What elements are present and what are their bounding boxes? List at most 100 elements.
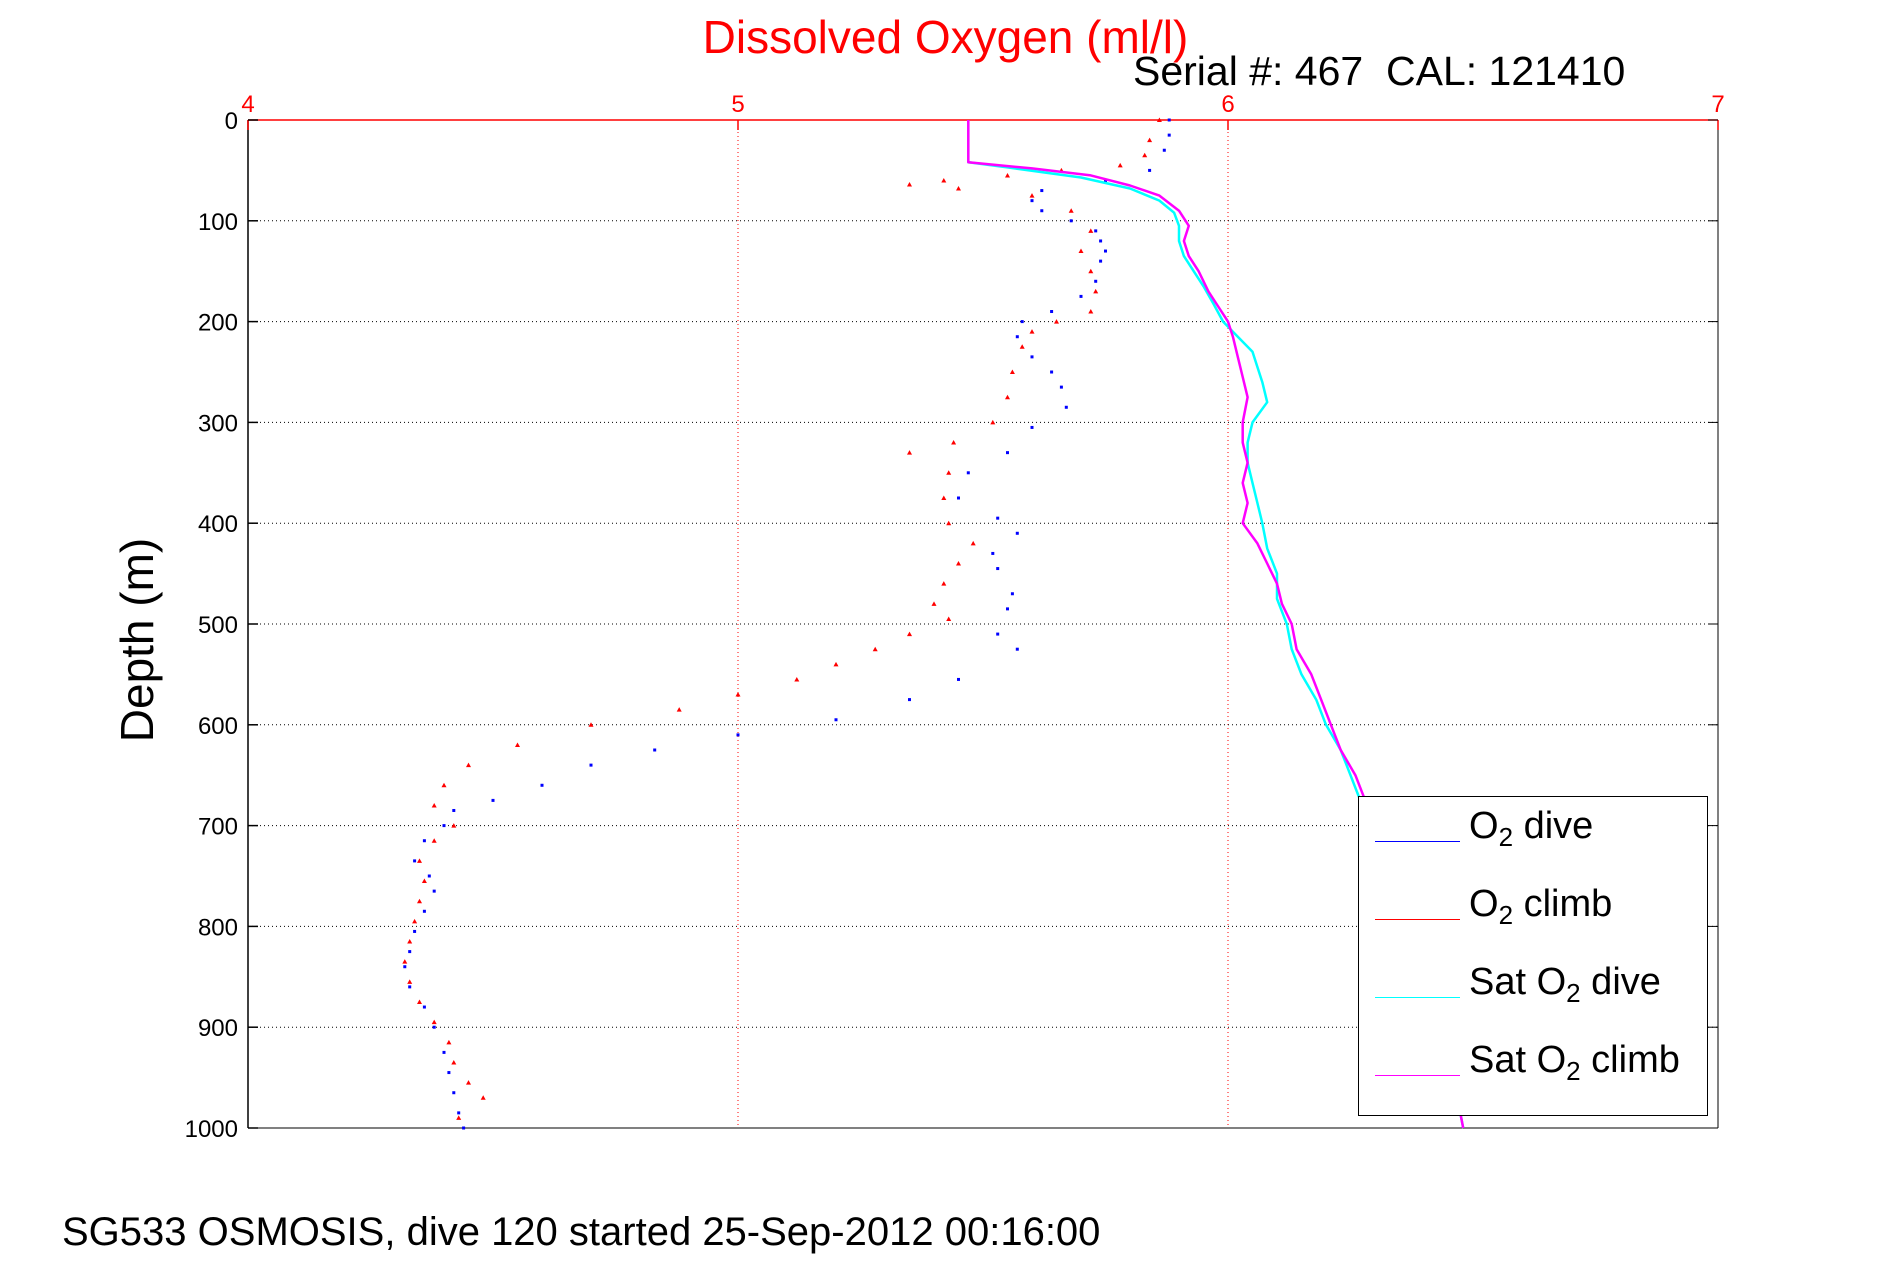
data-point-o2-climb (412, 918, 418, 924)
data-point-o2-climb (1088, 309, 1094, 314)
y-tick-label: 600 (198, 713, 238, 740)
x-tick-label: 5 (731, 91, 744, 118)
data-point-o2-dive (1010, 592, 1014, 596)
y-tick-label: 0 (225, 108, 238, 135)
legend-label-o2-climb: O2 climb (1469, 883, 1613, 930)
data-point-o2-climb (1088, 228, 1094, 233)
y-axis-label: Depth (m) (111, 538, 163, 742)
data-point-o2-climb (833, 661, 839, 667)
data-point-o2-climb (931, 601, 937, 606)
data-point-o2-climb (1005, 172, 1010, 178)
data-point-o2-dive (1099, 239, 1103, 243)
data-point-o2-climb (588, 722, 594, 727)
data-point-o2-dive (1167, 133, 1171, 137)
data-point-o2-dive (991, 551, 995, 555)
data-point-o2-climb (417, 999, 422, 1004)
legend-item-o2-dive: O2 dive (1359, 797, 1707, 857)
data-point-o2-climb (941, 495, 947, 500)
legend-label-o2-dive: O2 dive (1469, 805, 1594, 852)
data-point-o2-climb (1005, 394, 1010, 400)
y-tick-label: 700 (198, 814, 238, 841)
legend-swatch-o2-dive (1375, 841, 1460, 842)
data-point-o2-dive (1015, 531, 1019, 535)
data-point-o2-dive (442, 1050, 446, 1054)
data-point-o2-dive (403, 965, 407, 969)
data-point-o2-dive (1050, 310, 1054, 314)
data-point-o2-climb (951, 440, 957, 445)
data-point-o2-dive (957, 496, 960, 500)
data-point-o2-dive (540, 783, 544, 787)
data-point-o2-climb (1029, 329, 1035, 334)
data-point-o2-dive (408, 985, 412, 989)
data-point-o2-dive (432, 889, 436, 893)
data-point-o2-climb (735, 692, 741, 697)
data-point-o2-climb (1009, 369, 1015, 374)
data-point-o2-dive (1006, 451, 1009, 455)
data-point-o2-dive (1015, 647, 1019, 651)
data-point-o2-climb (1088, 268, 1094, 274)
dive-info-footer: SG533 OSMOSIS, dive 120 started 25-Sep-2… (62, 1210, 1101, 1254)
legend: O2 dive O2 climb Sat O2 dive Sat O2 clim… (1358, 796, 1708, 1116)
data-point-o2-climb (417, 898, 422, 904)
data-point-o2-climb (466, 1080, 471, 1085)
data-point-o2-dive (1104, 178, 1107, 182)
data-point-o2-dive (957, 677, 960, 681)
x-tick-label: 4 (241, 91, 254, 118)
data-point-o2-climb (941, 581, 947, 586)
data-point-o2-climb (407, 939, 413, 944)
data-point-o2-climb (946, 520, 952, 526)
data-point-o2-dive (908, 698, 911, 702)
legend-item-sat-o2-climb: Sat O2 climb (1359, 1031, 1707, 1091)
y-tick-label: 800 (198, 914, 238, 941)
y-tick-label: 900 (198, 1015, 238, 1042)
data-point-o2-climb (1078, 248, 1084, 254)
data-point-o2-climb (421, 878, 427, 884)
data-point-o2-climb (1093, 288, 1099, 294)
data-point-o2-dive (653, 748, 657, 752)
data-point-o2-dive (1069, 219, 1073, 223)
data-point-o2-climb (676, 707, 682, 712)
data-point-o2-climb (407, 979, 413, 984)
data-point-o2-dive (996, 632, 1000, 636)
data-point-o2-dive (1167, 118, 1171, 122)
data-point-o2-dive (1040, 189, 1044, 193)
y-tick-label: 100 (198, 209, 238, 236)
data-point-o2-climb (402, 959, 408, 964)
data-point-o2-climb (956, 186, 961, 191)
data-point-o2-dive (1099, 259, 1103, 263)
data-point-o2-dive (452, 808, 456, 812)
data-point-o2-climb (1117, 162, 1123, 168)
data-point-o2-dive (1040, 209, 1044, 213)
data-point-o2-dive (1162, 148, 1166, 152)
y-tick-label: 500 (198, 612, 238, 639)
data-point-o2-dive (422, 839, 426, 843)
y-tick-label: 400 (198, 511, 238, 538)
data-point-o2-dive (422, 909, 426, 913)
data-point-o2-climb (1068, 208, 1074, 213)
data-point-o2-climb (1156, 117, 1162, 122)
data-point-o2-dive (1020, 320, 1024, 324)
data-point-o2-climb (466, 762, 471, 768)
data-point-o2-dive (452, 1091, 456, 1095)
data-point-o2-climb (946, 470, 952, 475)
data-point-o2-climb (941, 177, 947, 183)
data-point-o2-climb (794, 676, 800, 682)
data-point-o2-dive (1015, 335, 1019, 339)
data-point-o2-climb (431, 802, 437, 808)
data-point-o2-dive (736, 733, 740, 737)
data-point-o2-dive (1030, 425, 1034, 429)
legend-swatch-sat-o2-climb (1375, 1075, 1460, 1076)
data-point-o2-dive (408, 950, 412, 954)
data-point-o2-dive (462, 1126, 466, 1130)
data-point-o2-dive (1030, 355, 1034, 359)
data-point-o2-climb (456, 1115, 462, 1120)
data-point-o2-climb (431, 838, 437, 843)
serial-cal-label: Serial #: 467 CAL: 121410 (1133, 48, 1626, 94)
data-point-o2-dive (491, 798, 495, 802)
y-tick-label: 300 (198, 410, 238, 437)
x-tick-label: 7 (1711, 91, 1724, 118)
data-point-o2-climb (451, 823, 457, 828)
data-point-o2-climb (1054, 319, 1059, 324)
data-point-o2-climb (431, 1019, 437, 1025)
